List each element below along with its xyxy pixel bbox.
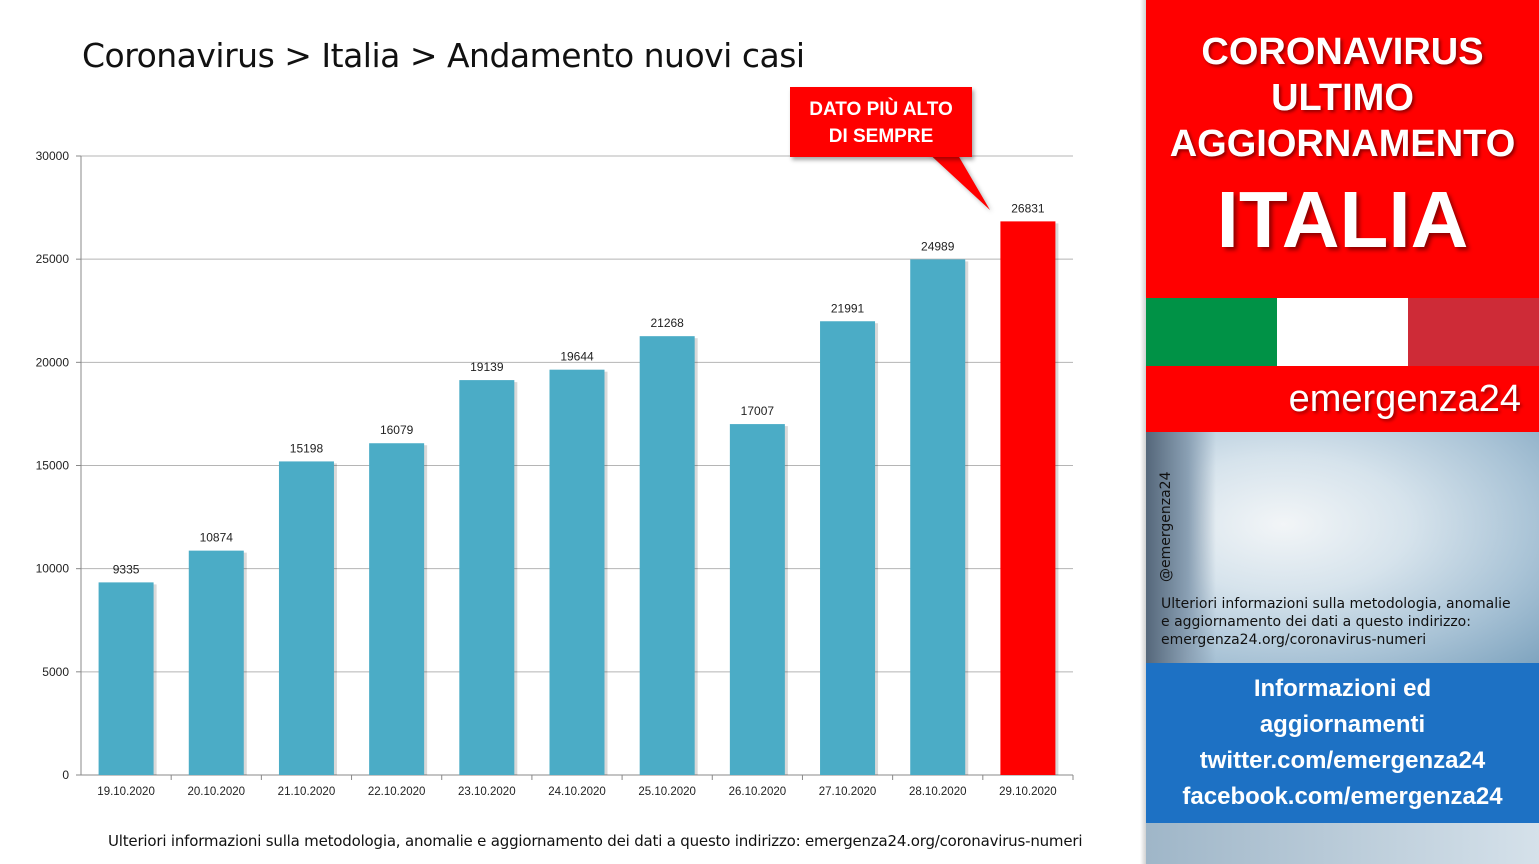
- record-callout: DATO PIÙ ALTO DI SEMPRE: [790, 87, 972, 157]
- bar: [98, 582, 154, 775]
- chart-title: Coronavirus > Italia > Andamento nuovi c…: [82, 36, 805, 75]
- x-tick-label: 25.10.2020: [638, 786, 696, 798]
- bottom-strip: [1146, 823, 1539, 864]
- y-tick-label: 25000: [36, 252, 70, 266]
- bar-value-label: 21991: [831, 301, 865, 315]
- y-tick-label: 0: [62, 768, 69, 782]
- x-tick-label: 29.10.2020: [999, 786, 1057, 798]
- info-box: Informazioni ed aggiornamenti twitter.co…: [1146, 663, 1539, 823]
- bar: [729, 424, 785, 775]
- bar: [459, 380, 515, 775]
- headline-3: AGGIORNAMENTO: [1169, 123, 1516, 165]
- y-tick-label: 15000: [36, 459, 70, 473]
- y-tick-label: 10000: [36, 562, 70, 576]
- bar-value-label: 19139: [470, 360, 504, 374]
- x-tick-label: 23.10.2020: [458, 786, 516, 798]
- bar-value-label: 17007: [741, 404, 775, 418]
- x-tick-label: 21.10.2020: [278, 786, 336, 798]
- y-tick-label: 30000: [36, 149, 70, 163]
- bar: [1000, 221, 1056, 776]
- headline-1: CORONAVIRUS: [1201, 31, 1484, 73]
- flag-white: [1277, 298, 1408, 366]
- italian-flag: [1146, 298, 1539, 366]
- bar: [278, 461, 334, 775]
- panel-note-line-1: Ulteriori informazioni sulla metodologia…: [1161, 596, 1511, 612]
- right-panel: CORONAVIRUS ULTIMO AGGIORNAMENTO ITALIA …: [1146, 0, 1539, 864]
- info-line-1: Informazioni ed: [1253, 675, 1432, 702]
- y-tick-label: 5000: [42, 665, 69, 679]
- x-tick-label: 20.10.2020: [187, 786, 245, 798]
- callout-line-1: DATO PIÙ ALTO: [809, 99, 953, 120]
- info-line-2: aggiornamenti: [1259, 711, 1426, 738]
- headline-2: ULTIMO: [1271, 77, 1414, 119]
- panel-note-line-2: e aggiornamento dei dati a questo indiri…: [1161, 614, 1471, 630]
- photo-shade: [1146, 432, 1216, 663]
- panel-note: Ulteriori informazioni sulla metodologia…: [1161, 595, 1536, 649]
- x-tick-label: 28.10.2020: [909, 786, 967, 798]
- bar-value-label: 16079: [380, 423, 414, 437]
- bar-value-label: 9335: [113, 562, 140, 576]
- bar-chart: 0 5000 10000 15000 20000 25000 30000 9335 19.10.…: [36, 149, 1074, 798]
- facebook-link[interactable]: facebook.com/emergenza24: [1182, 783, 1503, 810]
- x-tick-label: 26.10.2020: [729, 786, 787, 798]
- bar-value-label: 24989: [921, 239, 955, 253]
- headline-box: CORONAVIRUS ULTIMO AGGIORNAMENTO ITALIA: [1146, 0, 1539, 298]
- footnote: Ulteriori informazioni sulla metodologia…: [108, 832, 1083, 850]
- flag-red: [1408, 298, 1539, 366]
- x-tick-label: 22.10.2020: [368, 786, 426, 798]
- bar: [639, 336, 695, 775]
- bar-value-label: 10874: [200, 531, 234, 545]
- bar: [188, 550, 244, 775]
- y-tick-label: 20000: [36, 355, 70, 369]
- bar-value-label: 26831: [1011, 201, 1045, 215]
- bar: [549, 369, 605, 775]
- twitter-link[interactable]: twitter.com/emergenza24: [1199, 747, 1486, 774]
- panel-shadow: [1140, 0, 1146, 864]
- bar-value-label: 15198: [290, 441, 324, 455]
- x-tick-label: 24.10.2020: [548, 786, 606, 798]
- x-tick-label: 19.10.2020: [97, 786, 155, 798]
- x-tick-label: 27.10.2020: [819, 786, 877, 798]
- bar-value-label: 21268: [650, 316, 684, 330]
- bar-value-label: 19644: [560, 350, 594, 364]
- panel-note-line-3: emergenza24.org/coronavirus-numeri: [1161, 632, 1427, 648]
- country-name: ITALIA: [1216, 175, 1469, 264]
- brand-name: emergenza24: [1146, 366, 1539, 432]
- flag-green: [1146, 298, 1277, 366]
- bar: [820, 321, 876, 775]
- bar: [369, 443, 425, 775]
- background-photo: [1146, 432, 1539, 663]
- callout-line-2: DI SEMPRE: [828, 126, 934, 147]
- bar: [910, 259, 966, 775]
- social-handle: @emergenza24: [1158, 471, 1174, 583]
